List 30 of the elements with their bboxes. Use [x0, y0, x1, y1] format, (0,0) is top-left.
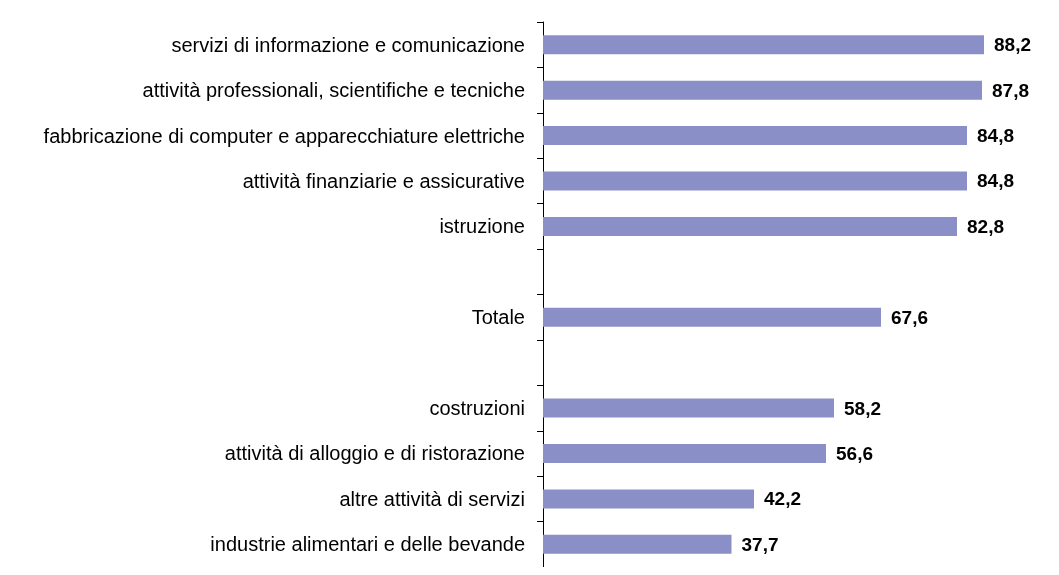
data-label: 37,7 [741, 533, 779, 555]
bar [543, 443, 826, 463]
data-label: 84,8 [977, 170, 1014, 192]
y-tick-label: attività finanziarie e assicurative [242, 169, 525, 192]
bar [543, 171, 967, 191]
data-label: 58,2 [844, 397, 881, 419]
data-label: 67,6 [891, 306, 928, 328]
y-tick-label: attività professionali, scientifiche e tecniche [142, 79, 525, 102]
y-tick-label: servizi di informazione e comunicazione [171, 33, 525, 56]
y-tick-label: altre attività di servizi [339, 487, 525, 510]
bar [543, 398, 834, 418]
y-tick-label: istruzione [439, 215, 525, 238]
y-tick-label: industrie alimentari e delle bevande [210, 533, 525, 556]
data-label: 87,8 [992, 79, 1029, 101]
data-label: 42,2 [764, 488, 801, 510]
data-label: 56,6 [836, 442, 873, 464]
bar [543, 80, 982, 100]
bar [543, 489, 754, 509]
y-tick-label: attività di alloggio e di ristorazione [224, 442, 525, 465]
y-tick-label: fabbricazione di computer e apparecchiature elettriche [43, 124, 525, 147]
bar [543, 126, 967, 146]
data-label: 82,8 [967, 215, 1004, 237]
bar [543, 216, 957, 236]
y-tick-label: Totale [471, 306, 525, 329]
data-label: 84,8 [977, 125, 1014, 147]
bar [543, 307, 881, 327]
data-label: 88,2 [994, 34, 1031, 56]
y-tick-label: costruzioni [429, 397, 525, 420]
bar [543, 35, 984, 55]
bar [543, 534, 732, 554]
